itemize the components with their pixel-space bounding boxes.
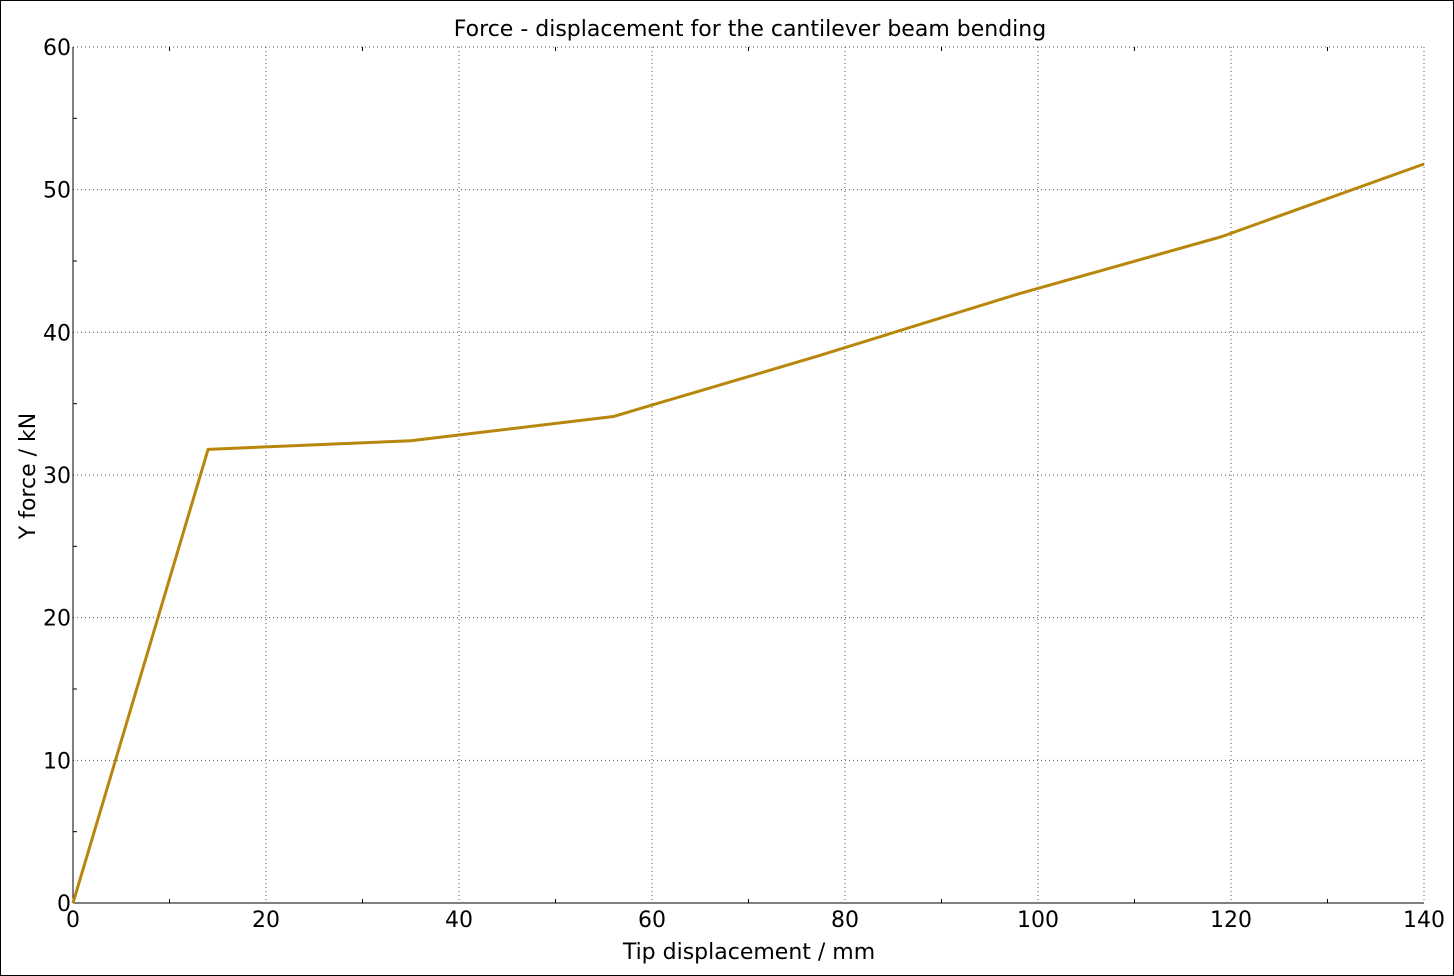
y-tick-label: 10: [43, 749, 71, 774]
y-tick-label: 0: [57, 892, 71, 917]
y-tick-labels: 0 10 20 30 40 50 60: [43, 36, 71, 917]
chart-title: Force - displacement for the cantilever …: [454, 17, 1046, 42]
y-tick-label: 20: [43, 607, 71, 632]
y-axis-label: Y force / kN: [16, 413, 41, 540]
series-group: [71, 162, 1425, 904]
series-line: [71, 162, 1425, 904]
x-axis-label: Tip displacement / mm: [622, 940, 875, 965]
y-tick-label: 50: [43, 179, 71, 204]
minor-ticks: [73, 47, 1328, 903]
x-tick-label: 20: [252, 908, 280, 933]
x-tick-label: 140: [1403, 908, 1445, 933]
y-tick-label: 30: [43, 464, 71, 489]
x-tick-label: 120: [1210, 908, 1252, 933]
x-tick-label: 0: [66, 908, 80, 933]
x-tick-label: 60: [638, 908, 666, 933]
x-tick-labels: 0 20 40 60 80 100 120 140: [66, 908, 1445, 933]
y-tick-label: 60: [43, 36, 71, 61]
grid-lines: [72, 46, 1425, 904]
x-tick-label: 80: [831, 908, 859, 933]
x-tick-label: 40: [445, 908, 473, 933]
y-tick-label: 40: [43, 321, 71, 346]
axes: [72, 47, 1424, 904]
x-tick-label: 100: [1017, 908, 1059, 933]
